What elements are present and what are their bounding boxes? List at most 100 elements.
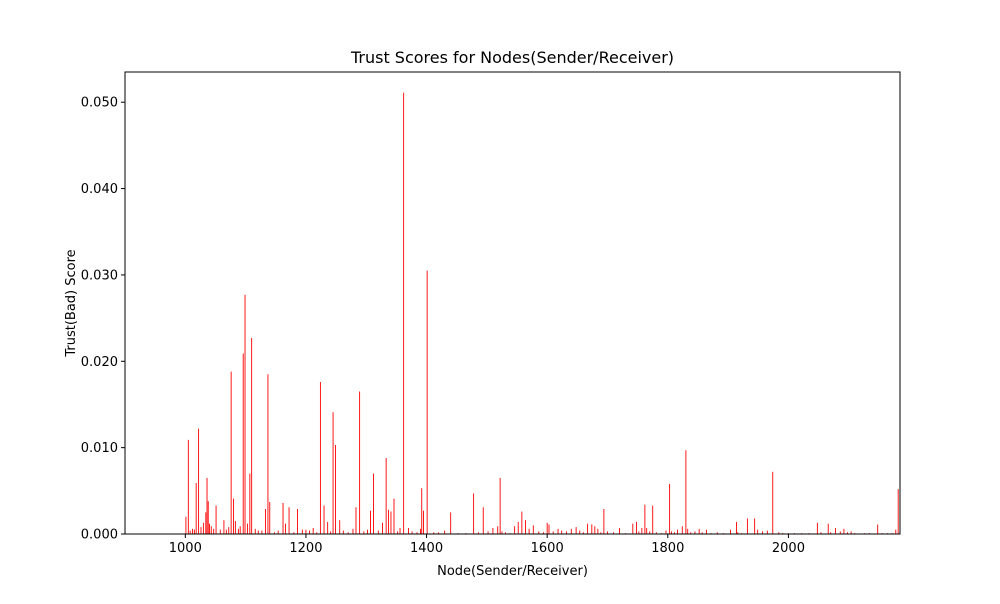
bar: [249, 473, 251, 534]
bar: [370, 510, 371, 534]
bar: [312, 527, 314, 534]
y-tick-label: 0.030: [81, 268, 118, 283]
bar: [330, 531, 332, 534]
bar: [835, 527, 836, 534]
bar: [820, 532, 822, 534]
bar: [582, 532, 584, 534]
bar: [579, 530, 581, 534]
bar: [652, 505, 654, 534]
bar: [673, 532, 675, 534]
bar: [187, 439, 189, 534]
bar: [239, 526, 241, 534]
x-tick-label: 1800: [651, 541, 684, 556]
bar: [213, 528, 215, 534]
bar: [473, 493, 475, 534]
x-tick-label: 2000: [772, 541, 805, 556]
bar: [305, 529, 307, 534]
bar: [762, 531, 763, 534]
bar: [517, 521, 519, 534]
bar: [237, 528, 239, 534]
bar: [619, 527, 620, 534]
bar: [433, 532, 435, 534]
bar: [192, 528, 193, 534]
bar: [638, 531, 640, 534]
bar: [189, 530, 191, 534]
bar: [487, 531, 489, 534]
bar: [323, 505, 325, 534]
bar: [532, 525, 534, 534]
bar: [477, 532, 479, 534]
bar: [570, 528, 572, 534]
bar: [591, 524, 593, 534]
bar: [309, 530, 310, 534]
bar: [388, 509, 390, 534]
bar: [352, 528, 354, 534]
bar: [816, 522, 818, 534]
bar: [641, 527, 643, 534]
x-tick-label: 1000: [169, 541, 202, 556]
bar: [754, 518, 756, 534]
bar: [698, 528, 700, 534]
x-tick-label: 1600: [531, 541, 564, 556]
bar: [274, 532, 276, 534]
bar: [327, 521, 329, 534]
bar: [411, 531, 413, 534]
y-tick-label: 0.020: [81, 355, 118, 370]
bar: [839, 531, 841, 534]
bar: [363, 531, 365, 534]
bar: [282, 502, 284, 534]
bar: [390, 511, 392, 534]
bar: [561, 530, 563, 534]
bar: [694, 531, 696, 534]
bar: [730, 529, 731, 534]
bar: [603, 508, 605, 534]
bar: [850, 531, 852, 534]
bar: [716, 532, 718, 534]
bar: [219, 529, 221, 534]
bar: [416, 532, 418, 534]
bar: [198, 428, 200, 534]
y-axis-label: Trust(Bad) Score: [64, 249, 79, 357]
bar: [185, 516, 187, 534]
bar: [195, 483, 197, 534]
bar: [408, 527, 409, 534]
bar: [335, 445, 336, 534]
bar: [215, 505, 217, 534]
bar: [632, 523, 634, 534]
bar: [701, 532, 703, 534]
bar: [665, 530, 667, 534]
bar: [339, 520, 341, 534]
bar: [482, 507, 484, 534]
bar: [847, 532, 848, 534]
bar: [347, 532, 349, 534]
bar: [423, 510, 424, 534]
bar: [772, 471, 774, 534]
bar: [359, 391, 361, 534]
bar: [525, 520, 526, 534]
bar: [450, 512, 452, 534]
bar: [228, 527, 230, 534]
y-tick-label: 0.050: [81, 96, 118, 111]
chart-title: Trust Scores for Nodes(Sender/Receiver): [350, 48, 674, 67]
bar: [265, 508, 266, 534]
bar: [528, 528, 530, 534]
bar: [548, 524, 550, 534]
bar: [254, 528, 256, 534]
bar: [681, 526, 683, 534]
bar: [421, 488, 423, 534]
bar: [200, 527, 202, 534]
bar: [746, 518, 748, 534]
bar: [367, 529, 368, 534]
bar: [293, 532, 295, 534]
bar: [223, 520, 225, 534]
bar: [342, 530, 344, 534]
y-tick-label: 0.000: [81, 528, 118, 543]
bar: [269, 502, 271, 534]
bar: [382, 522, 383, 534]
bar: [594, 526, 596, 534]
bar: [685, 450, 687, 534]
bar: [355, 507, 357, 534]
bar: [607, 531, 608, 534]
